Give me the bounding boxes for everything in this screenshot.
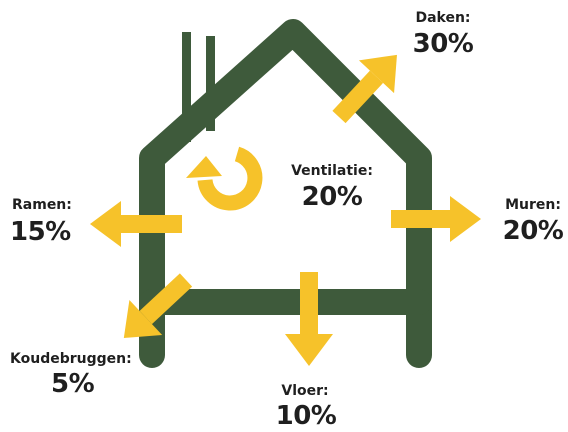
chimney-icon	[182, 32, 215, 142]
ventilatie-label: Ventilatie:	[291, 163, 373, 179]
arrow-left-icon	[90, 201, 182, 247]
circular-arrow-icon	[186, 146, 263, 211]
daken-label: Daken:	[415, 10, 471, 26]
vloer-value: 10%	[275, 401, 337, 431]
muren-label: Muren:	[505, 197, 561, 213]
arrow-down-icon	[285, 272, 333, 366]
arrow-right-icon	[391, 196, 481, 242]
arrow-up-right-icon	[332, 54, 397, 124]
ramen-label: Ramen:	[12, 197, 72, 213]
ventilatie-value: 20%	[301, 182, 363, 212]
ramen-value: 15%	[10, 217, 71, 247]
daken-value: 30%	[412, 29, 474, 59]
arrow-down-left-icon	[123, 273, 193, 338]
koudebruggen-label: Koudebruggen:	[10, 351, 132, 367]
muren-value: 20%	[502, 216, 564, 246]
koudebruggen-value: 5%	[51, 369, 95, 399]
vloer-label: Vloer:	[281, 383, 329, 399]
